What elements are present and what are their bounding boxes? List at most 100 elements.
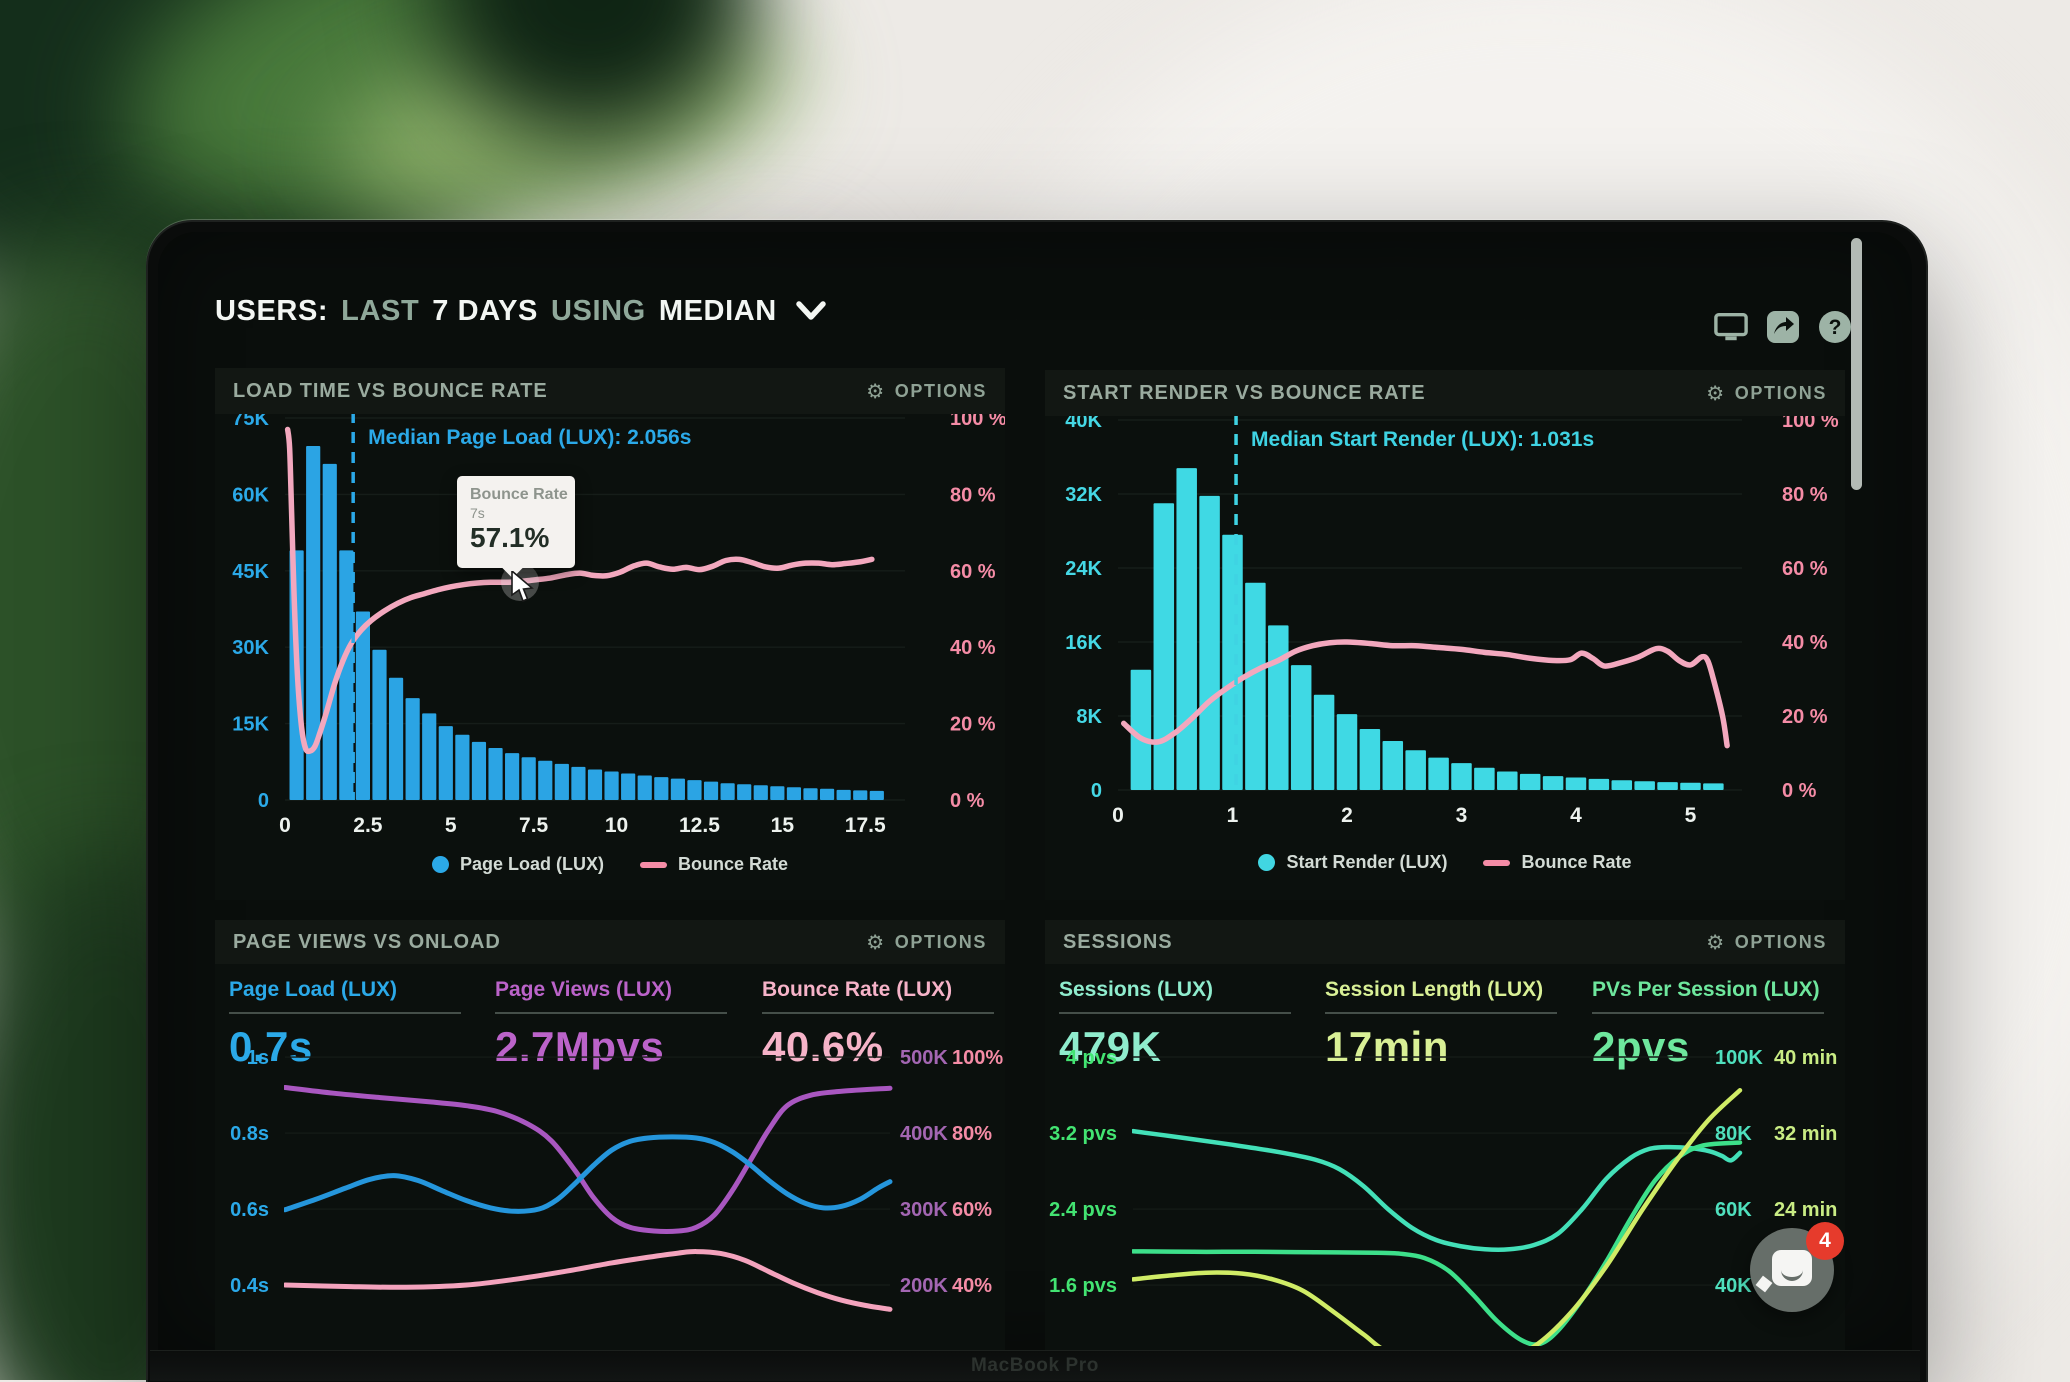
metric-session-length: Session Length (LUX) 17min — [1325, 978, 1557, 1071]
metric-label: Sessions (LUX) — [1059, 978, 1214, 1001]
metric-value: 2.7Mpvs — [495, 1023, 665, 1070]
svg-text:2.5: 2.5 — [353, 814, 383, 837]
options-button[interactable]: ⚙ OPTIONS — [1706, 932, 1827, 953]
options-button[interactable]: ⚙ OPTIONS — [866, 932, 987, 953]
tooltip-value: 57.1% — [470, 522, 550, 553]
metric-label: Bounce Rate (LUX) — [762, 978, 953, 1001]
svg-text:100K: 100K — [1715, 1047, 1763, 1069]
svg-text:20 %: 20 % — [950, 714, 996, 736]
svg-text:0.8s: 0.8s — [230, 1123, 269, 1145]
svg-text:1.6 pvs: 1.6 pvs — [1049, 1275, 1117, 1297]
options-button[interactable]: ⚙ OPTIONS — [866, 381, 987, 402]
svg-text:2.4 pvs: 2.4 pvs — [1049, 1199, 1117, 1221]
svg-text:0: 0 — [1091, 780, 1102, 802]
svg-text:24 min: 24 min — [1774, 1199, 1837, 1221]
help-icon[interactable]: ? — [1818, 310, 1852, 344]
panel-title: LOAD TIME VS BOUNCE RATE — [233, 379, 548, 402]
legend-dot-swatch — [431, 856, 449, 873]
svg-text:0: 0 — [279, 814, 291, 837]
panel-sessions: SESSIONS ⚙ OPTIONS Sessions (LUX) 479K S… — [1045, 920, 1845, 1350]
legend-item: Page Load (LUX) — [431, 854, 604, 875]
svg-text:5: 5 — [1685, 804, 1697, 827]
metric-underline — [495, 1012, 727, 1014]
svg-text:80%: 80% — [952, 1123, 992, 1145]
metric-value: 17min — [1325, 1023, 1449, 1070]
options-button[interactable]: ⚙ OPTIONS — [1706, 383, 1827, 404]
tooltip-title: Bounce Rate — [470, 486, 568, 503]
panel-load-time-vs-bounce-rate: LOAD TIME VS BOUNCE RATE ⚙ OPTIONS 75K 10… — [215, 368, 1005, 900]
metric-page-load: Page Load (LUX) 0.7s — [229, 978, 461, 1071]
page-views-onload-chart: 1s 500K 100% 0.8s 400K 80% 0.6s 300K 60% 0.4s 200K… — [230, 1047, 1003, 1312]
metric-bounce-rate: Bounce Rate (LUX) 40.6% — [762, 978, 994, 1071]
svg-text:0 %: 0 % — [1782, 780, 1817, 802]
svg-text:0: 0 — [258, 790, 269, 812]
svg-text:0: 0 — [1112, 804, 1124, 827]
svg-text:75K: 75K — [232, 414, 269, 430]
svg-text:16K: 16K — [1065, 632, 1102, 654]
metric-value: 0.7s — [229, 1023, 313, 1070]
svg-text:400K: 400K — [900, 1123, 948, 1145]
legend-dash-swatch — [1483, 859, 1511, 866]
svg-text:32 min: 32 min — [1774, 1123, 1837, 1145]
svg-text:40 %: 40 % — [950, 637, 996, 659]
svg-text:5: 5 — [445, 814, 457, 837]
svg-text:300K: 300K — [900, 1199, 948, 1221]
svg-text:24K: 24K — [1065, 558, 1102, 580]
mouse-cursor-icon — [511, 571, 534, 603]
svg-text:7.5: 7.5 — [519, 814, 549, 837]
chat-launcher-button[interactable]: 4 — [1750, 1222, 1844, 1312]
metric-page-views: Page Views (LUX) 2.7Mpvs — [495, 978, 727, 1071]
svg-text:32K: 32K — [1065, 484, 1102, 506]
metric-label: Page Views (LUX) — [495, 978, 673, 1001]
svg-text:80 %: 80 % — [950, 484, 996, 506]
header-segment: LAST — [341, 294, 420, 327]
metric-label: Page Load (LUX) — [229, 978, 398, 1001]
svg-text:2: 2 — [1341, 804, 1353, 827]
metric-label: PVs Per Session (LUX) — [1592, 978, 1820, 1001]
svg-text:Median Start Render (LUX): 1.0: Median Start Render (LUX): 1.031s — [1251, 428, 1594, 451]
display-icon[interactable] — [1714, 310, 1748, 344]
svg-text:3: 3 — [1456, 804, 1468, 827]
scrollbar[interactable] — [1851, 238, 1862, 490]
panel-start-render-vs-bounce-rate: START RENDER VS BOUNCE RATE ⚙ OPTIONS 40… — [1045, 370, 1845, 900]
svg-text:100%: 100% — [952, 1047, 1003, 1069]
sessions-chart: 4 pvs 100K 40 min 3.2 pvs 80K 32 min 2.4 pvs 60… — [1049, 1047, 1837, 1346]
svg-text:30K: 30K — [232, 637, 269, 659]
svg-text:15K: 15K — [232, 714, 269, 736]
metric-value: 2pvs — [1592, 1023, 1690, 1070]
metrics-row: Sessions (LUX) 479K Session Length (LUX)… — [1045, 964, 1845, 1076]
svg-text:60K: 60K — [1715, 1199, 1752, 1221]
svg-text:40%: 40% — [952, 1275, 992, 1297]
share-icon[interactable] — [1766, 310, 1800, 344]
legend-dash-swatch — [639, 861, 667, 868]
svg-text:200K: 200K — [900, 1275, 948, 1297]
chat-bubble-tail — [1755, 1275, 1773, 1293]
svg-text:4 pvs: 4 pvs — [1066, 1047, 1117, 1069]
metric-value: 479K — [1059, 1023, 1162, 1070]
gear-icon: ⚙ — [1706, 381, 1726, 405]
svg-text:40 %: 40 % — [1782, 632, 1828, 654]
gear-icon: ⚙ — [1706, 930, 1726, 954]
dashboard-screen: USERS: LAST 7 DAYS USING MEDIAN — [158, 232, 1912, 1350]
svg-text:80K: 80K — [1715, 1123, 1752, 1145]
svg-text:10: 10 — [605, 814, 628, 837]
svg-text:1: 1 — [1227, 804, 1239, 827]
notification-badge: 4 — [1806, 1222, 1844, 1260]
panel-title: START RENDER VS BOUNCE RATE — [1063, 381, 1426, 404]
laptop-bezel: MacBook Pro — [150, 1350, 1920, 1381]
svg-text:0.4s: 0.4s — [230, 1275, 269, 1297]
legend-item: Start Render (LUX) — [1258, 852, 1447, 873]
svg-text:60 %: 60 % — [1782, 558, 1828, 580]
svg-text:0.6s: 0.6s — [230, 1199, 269, 1221]
gear-icon: ⚙ — [866, 930, 886, 954]
legend-label: Page Load (LUX) — [459, 854, 604, 874]
svg-text:40 min: 40 min — [1774, 1047, 1837, 1069]
legend-item: Bounce Rate — [1483, 852, 1632, 873]
legend-item: Bounce Rate — [639, 854, 788, 875]
svg-text:100 %: 100 % — [1782, 416, 1839, 432]
svg-text:60%: 60% — [952, 1199, 992, 1221]
metrics-row: Page Load (LUX) 0.7s Page Views (LUX) 2.… — [215, 964, 1005, 1076]
chat-bubble-icon — [1772, 1250, 1812, 1286]
time-range-dropdown[interactable]: USERS: LAST 7 DAYS USING MEDIAN — [215, 288, 826, 334]
panel-title: SESSIONS — [1063, 930, 1173, 953]
